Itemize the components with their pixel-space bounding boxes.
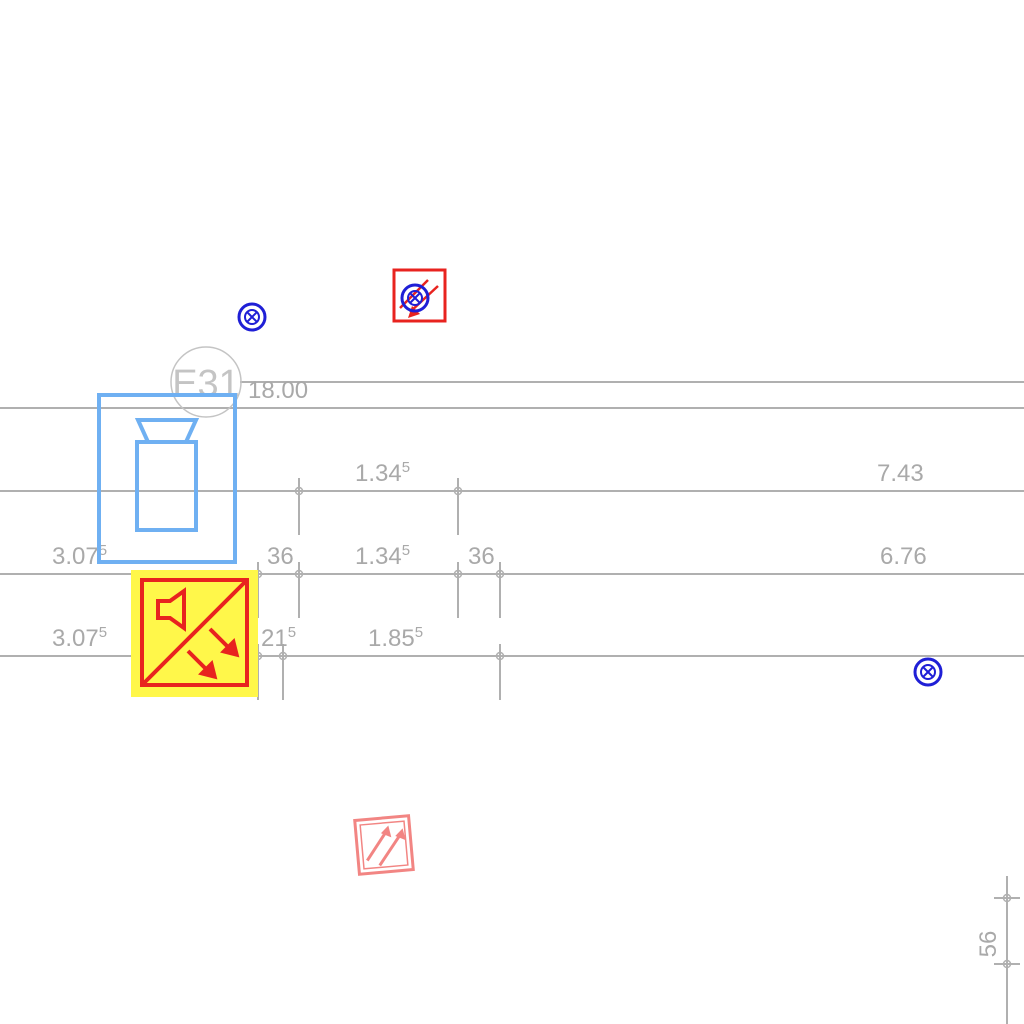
dim-text: 215 [261,624,296,652]
dim-superscript: 5 [288,624,296,641]
dim-superscript: 5 [99,624,107,641]
dim-text: 6.76 [880,543,927,570]
tick-node [1002,959,1012,969]
tick-node [294,569,304,579]
exit-direction-sign-icon[interactable] [353,814,415,876]
dim-text: 3.075 [52,542,107,570]
grid-bubble [170,346,242,418]
dim-value: 1.85 [368,625,415,652]
smoke-detector-icon[interactable] [237,302,267,332]
dim-text-vertical: 56 [975,931,1002,958]
tick-node [453,569,463,579]
level-label: 18.00 [248,377,308,404]
dim-value: 1.34 [355,460,402,487]
grid-marker[interactable]: E31 [170,346,242,418]
smoke-detector-icon [400,283,430,313]
grid-label: E31 [172,363,240,405]
dim-text: 1.345 [355,459,410,487]
tick-node [1002,893,1012,903]
dim-value: 3.07 [52,543,99,570]
tick-node [495,569,505,579]
dim-superscript: 5 [402,542,410,559]
dim-value: 1.34 [355,543,402,570]
dim-superscript: 5 [402,459,410,476]
emergency-exit-sign-icon[interactable] [392,268,447,323]
extinguisher-cabinet-icon[interactable] [97,393,237,564]
speaker-icon[interactable] [131,570,258,697]
tick-node [278,651,288,661]
tick-node [495,651,505,661]
smoke-detector-icon[interactable] [913,657,943,687]
dim-text: 1.345 [355,542,410,570]
dim-text: 36 [468,543,495,570]
dim-superscript: 5 [99,542,107,559]
dim-text: 3.075 [52,624,107,652]
tick-node [294,486,304,496]
dim-text: 1.855 [368,624,423,652]
dimension-labels: 1.345 7.43 3.075 36 1.345 36 6.76 3.075 … [52,459,1002,957]
dim-value: 21 [261,625,288,652]
tick-node [453,486,463,496]
dim-value: 3.07 [52,625,99,652]
dim-text: 36 [267,543,294,570]
dim-text: 7.43 [877,460,924,487]
dim-superscript: 5 [415,624,423,641]
